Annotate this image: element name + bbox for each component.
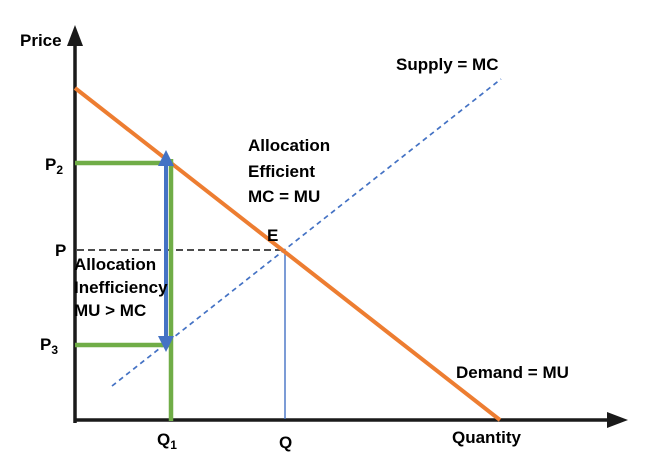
annotation-line: Efficient [248, 162, 315, 181]
demand-curve-label: Demand = MU [456, 363, 569, 382]
y-axis-title: Price [20, 31, 62, 50]
allocation-inefficiency-annotation: Allocation Inefficiency MU > MC [74, 255, 168, 320]
x-axis-arrowhead-icon [607, 412, 628, 428]
p-tick-label: P [55, 241, 66, 260]
annotation-line: MC = MU [248, 187, 320, 206]
annotation-line: MU > MC [74, 301, 146, 320]
gap-arrow-down-head-icon [158, 336, 174, 352]
allocation-efficient-annotation: Allocation Efficient MC = MU [248, 136, 330, 206]
annotation-line: Allocation [74, 255, 156, 274]
supply-curve [111, 78, 502, 387]
gap-arrow-up-head-icon [158, 150, 174, 166]
q-tick-label: Q [279, 433, 292, 452]
y-axis-arrowhead-icon [67, 25, 83, 46]
x-axis-title: Quantity [452, 428, 521, 447]
demand-curve [73, 86, 502, 422]
annotation-line: Allocation [248, 136, 330, 155]
p2-tick-label: P2 [45, 155, 63, 177]
supply-curve-label: Supply = MC [396, 55, 498, 74]
equilibrium-point-label: E [267, 226, 278, 245]
p3-tick-label: P3 [40, 335, 58, 357]
q1-tick-label: Q1 [157, 430, 177, 452]
annotation-line: Inefficiency [74, 278, 168, 297]
